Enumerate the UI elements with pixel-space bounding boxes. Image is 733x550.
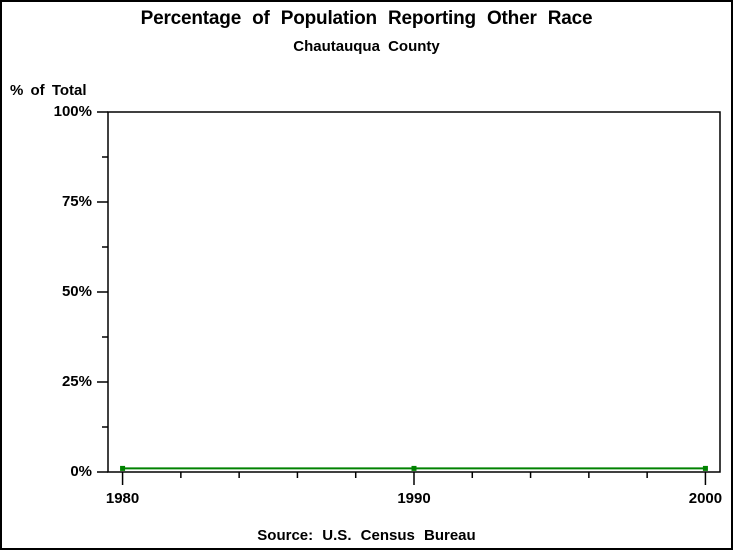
plot-frame — [107, 111, 721, 473]
y-tick-label: 75% — [61, 193, 92, 210]
x-tick-label: 1990 — [397, 490, 431, 507]
y-axis-title: % of Total — [10, 82, 87, 99]
y-tick-label: 100% — [53, 103, 92, 120]
x-tick-label: 2000 — [688, 490, 723, 507]
chart-subtitle: Chautauqua County — [293, 38, 440, 55]
data-point-marker — [702, 465, 708, 471]
y-tick-label: 0% — [70, 463, 92, 480]
chart-title: Percentage of Population Reporting Other… — [140, 8, 593, 29]
y-tick-label: 25% — [61, 373, 92, 390]
x-tick-label: 1980 — [105, 490, 140, 507]
data-point-marker — [411, 465, 417, 471]
y-tick-label: 50% — [61, 283, 92, 300]
source-footnote: Source: U.S. Census Bureau — [257, 527, 476, 544]
data-point-marker — [120, 465, 126, 471]
